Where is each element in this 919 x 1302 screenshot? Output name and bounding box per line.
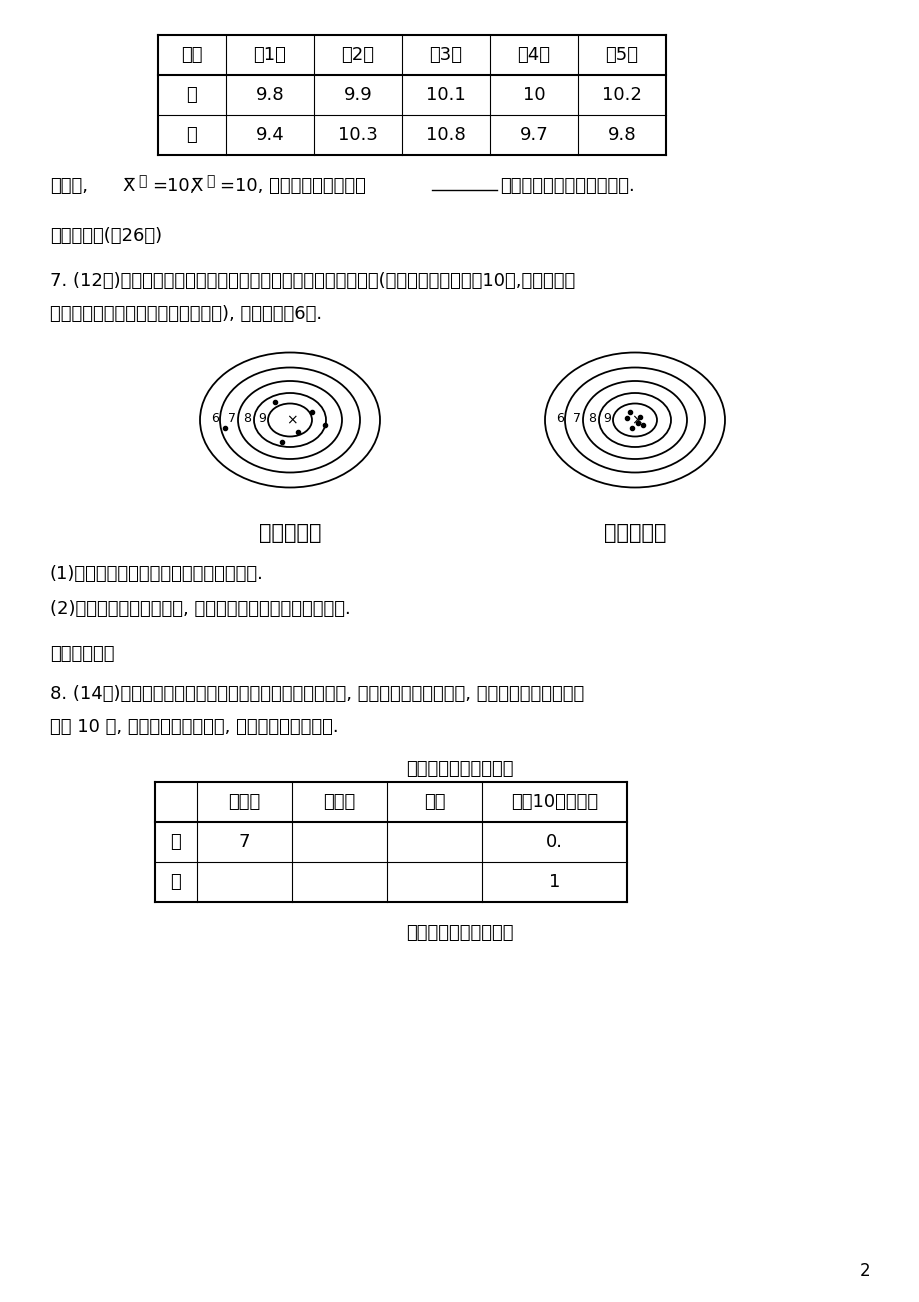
Text: 射靶 10 次, 为了比较两人的成绩, 制作了如下统计图表.: 射靶 10 次, 为了比较两人的成绩, 制作了如下统计图表. xyxy=(50,717,338,736)
Ellipse shape xyxy=(199,353,380,487)
Bar xyxy=(158,35,665,155)
Text: 7. (12分)如图所示是甲、乙两人在一次射击比赛中击中靶的情况(击中靶中心的圆面为10环,靶中各数字: 7. (12分)如图所示是甲、乙两人在一次射击比赛中击中靶的情况(击中靶中心的圆… xyxy=(50,272,574,290)
Ellipse shape xyxy=(583,381,686,460)
Text: 9: 9 xyxy=(258,411,266,424)
Text: 种水稻品种的产量比较稳定.: 种水稻品种的产量比较稳定. xyxy=(499,177,634,195)
Text: 品种: 品种 xyxy=(181,46,202,64)
Text: 7: 7 xyxy=(239,833,250,852)
Text: 乙: 乙 xyxy=(170,874,181,891)
Text: 第4年: 第4年 xyxy=(516,46,550,64)
Text: 0.: 0. xyxy=(545,833,562,852)
Text: 甲: 甲 xyxy=(138,174,146,187)
Text: 9: 9 xyxy=(603,411,610,424)
Text: 8: 8 xyxy=(587,411,596,424)
Text: (1)请用列表法将他俩的射击成绩统计出来.: (1)请用列表法将他俩的射击成绩统计出来. xyxy=(50,565,264,583)
Text: 表示该数所在圆环被击中所得的环数), 每人射击了6次.: 表示该数所在圆环被击中所得的环数), 每人射击了6次. xyxy=(50,305,322,323)
Text: 10.8: 10.8 xyxy=(425,126,465,145)
Text: =10, 试根据这组数据估计: =10, 试根据这组数据估计 xyxy=(220,177,366,195)
Text: 8: 8 xyxy=(243,411,251,424)
Text: 方差: 方差 xyxy=(424,793,445,811)
Ellipse shape xyxy=(238,381,342,460)
Text: 乙射击的靶: 乙射击的靶 xyxy=(603,523,665,543)
Text: 9.9: 9.9 xyxy=(344,86,372,104)
Text: 第5年: 第5年 xyxy=(605,46,638,64)
Text: 6: 6 xyxy=(210,411,219,424)
Ellipse shape xyxy=(564,367,704,473)
Text: 甲射击的靶: 甲射击的靶 xyxy=(258,523,321,543)
Ellipse shape xyxy=(612,404,656,436)
Text: 10.2: 10.2 xyxy=(601,86,641,104)
Text: 7: 7 xyxy=(573,411,581,424)
Text: 9.7: 9.7 xyxy=(519,126,548,145)
Text: (2)请你用学过的统计知识, 对他俩的这次射击情况进行比较.: (2)请你用学过的统计知识, 对他俩的这次射击情况进行比较. xyxy=(50,600,350,618)
Bar xyxy=(154,783,627,902)
Text: 甲: 甲 xyxy=(187,86,198,104)
Ellipse shape xyxy=(254,393,325,447)
Ellipse shape xyxy=(220,367,359,473)
Text: =10,: =10, xyxy=(152,177,195,195)
Text: 命中10环的次数: 命中10环的次数 xyxy=(510,793,597,811)
Text: 【拓展延伸】: 【拓展延伸】 xyxy=(50,644,114,663)
Ellipse shape xyxy=(544,353,724,487)
Text: X̅: X̅ xyxy=(190,177,202,195)
Ellipse shape xyxy=(598,393,670,447)
Text: 乙: 乙 xyxy=(187,126,198,145)
Text: X̅: X̅ xyxy=(122,177,134,195)
Text: 第3年: 第3年 xyxy=(429,46,462,64)
Text: 乙: 乙 xyxy=(206,174,214,187)
Text: 第1年: 第1年 xyxy=(254,46,286,64)
Ellipse shape xyxy=(267,404,312,436)
Text: 9.8: 9.8 xyxy=(255,86,284,104)
Text: 7: 7 xyxy=(228,411,236,424)
Text: 第2年: 第2年 xyxy=(341,46,374,64)
Text: 三、解答题(內26分): 三、解答题(內26分) xyxy=(50,227,162,245)
Text: 甲、乙射击成绩统计表: 甲、乙射击成绩统计表 xyxy=(406,760,513,779)
Text: 中位数: 中位数 xyxy=(323,793,356,811)
Text: 10: 10 xyxy=(522,86,545,104)
Text: 甲: 甲 xyxy=(170,833,181,852)
Text: 平均数: 平均数 xyxy=(228,793,260,811)
Text: 10.3: 10.3 xyxy=(337,126,378,145)
Text: 9.4: 9.4 xyxy=(255,126,284,145)
Text: 8. (14分)为了从甲、乙两名选手中选拔一个参加射击比赛, 现对他们进行一次测验, 两个人在相同条件下各: 8. (14分)为了从甲、乙两名选手中选拔一个参加射击比赛, 现对他们进行一次测… xyxy=(50,685,584,703)
Text: 10.1: 10.1 xyxy=(425,86,465,104)
Text: 6: 6 xyxy=(555,411,563,424)
Text: ×: × xyxy=(630,413,642,427)
Text: 经计算,: 经计算, xyxy=(50,177,88,195)
Text: 1: 1 xyxy=(549,874,560,891)
Text: 9.8: 9.8 xyxy=(607,126,636,145)
Text: 2: 2 xyxy=(858,1262,869,1280)
Text: ×: × xyxy=(286,413,298,427)
Text: 甲、乙射击成绩折线图: 甲、乙射击成绩折线图 xyxy=(406,924,513,943)
